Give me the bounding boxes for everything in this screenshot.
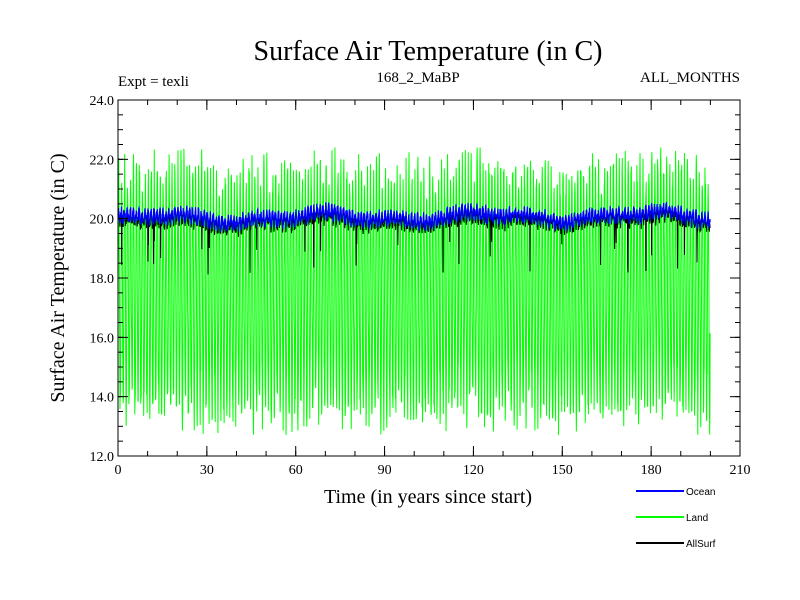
- y-tick-label: 18.0: [90, 272, 115, 287]
- period-label: ALL_MONTHS: [640, 70, 740, 86]
- chart-title: Surface Air Temperature (in C): [254, 36, 603, 67]
- series-land: [117, 147, 711, 436]
- y-tick-label: 24.0: [90, 94, 115, 109]
- legend: Ocean Land AllSurf: [636, 487, 716, 550]
- x-axis-label: Time (in years since start): [324, 486, 532, 508]
- chart-subtitle: 168_2_MaBP: [376, 70, 459, 86]
- x-tick-label: 90: [378, 463, 392, 478]
- x-tick-label: 0: [115, 463, 122, 478]
- axes: 0 30 60 90 120 150 180 210 12.0 14.0 16.0 18.0 20.0 2…: [90, 94, 751, 478]
- x-tick-label: 120: [463, 463, 484, 478]
- legend-ocean-label: Ocean: [686, 487, 715, 498]
- x-tick-label: 60: [289, 463, 303, 478]
- y-axis-label: Surface Air Temperature (in C): [47, 153, 69, 402]
- x-tick-label: 150: [552, 463, 573, 478]
- x-tick-label: 30: [200, 463, 214, 478]
- x-tick-label: 210: [730, 463, 751, 478]
- y-tick-label: 12.0: [90, 450, 115, 465]
- y-tick-label: 22.0: [90, 153, 115, 168]
- series-ocean: [117, 201, 711, 233]
- legend-land-label: Land: [686, 513, 708, 524]
- y-tick-label: 14.0: [90, 391, 115, 406]
- legend-allsurf-label: AllSurf: [686, 539, 716, 550]
- experiment-label: Expt = texli: [118, 74, 189, 90]
- y-tick-label: 16.0: [90, 331, 115, 346]
- x-tick-label: 180: [641, 463, 662, 478]
- y-tick-label: 20.0: [90, 213, 115, 228]
- series-layer: [117, 147, 711, 436]
